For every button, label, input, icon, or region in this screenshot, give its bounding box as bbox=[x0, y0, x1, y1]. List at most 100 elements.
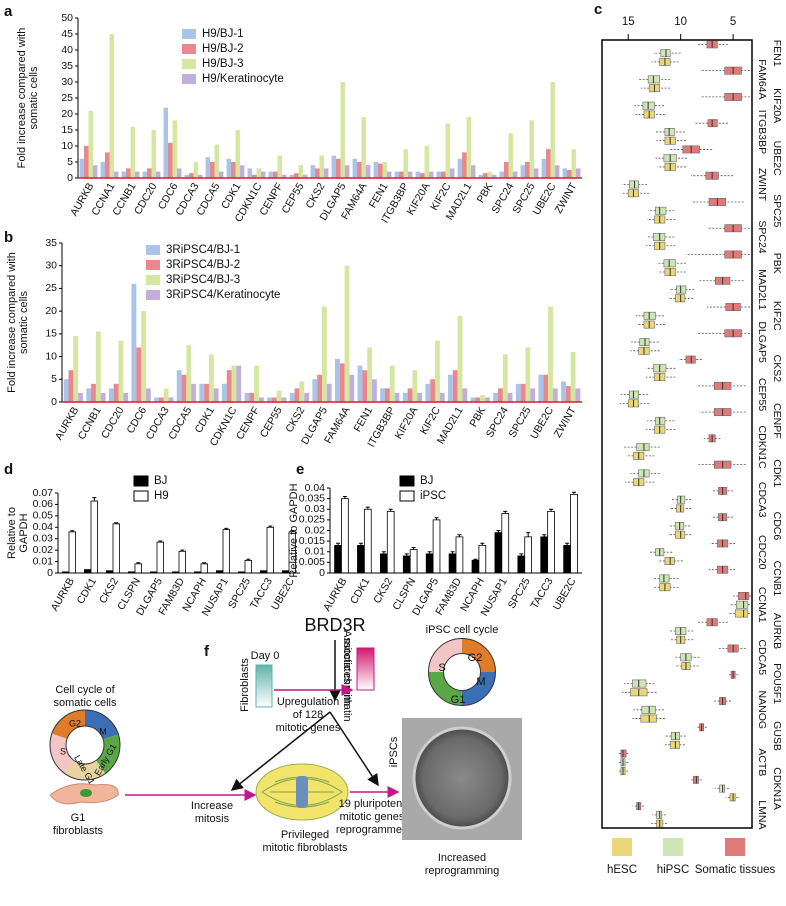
y-axis-label: Relative to GAPDH bbox=[288, 483, 300, 577]
bar bbox=[363, 508, 372, 574]
x-tick-label: ZWINT bbox=[552, 404, 579, 439]
bar bbox=[214, 144, 219, 178]
error-bar bbox=[246, 558, 251, 561]
box bbox=[719, 784, 726, 793]
bar bbox=[382, 162, 387, 178]
y-tick-label: 45 bbox=[61, 28, 73, 40]
bar bbox=[317, 374, 322, 402]
bar bbox=[455, 536, 464, 574]
bar bbox=[323, 168, 329, 178]
x-tick-label: 15 bbox=[622, 16, 635, 28]
bar bbox=[63, 379, 69, 402]
bar bbox=[412, 370, 418, 402]
error-bar bbox=[381, 551, 386, 554]
error-bar bbox=[519, 553, 524, 556]
error-bar bbox=[571, 491, 576, 495]
gene-label: SPC24 bbox=[756, 220, 768, 253]
bar bbox=[478, 174, 484, 178]
legend-swatch bbox=[399, 490, 415, 502]
bar bbox=[252, 174, 257, 178]
box bbox=[642, 101, 655, 110]
error-bar bbox=[503, 510, 508, 514]
bar bbox=[491, 174, 497, 178]
bar bbox=[281, 174, 287, 178]
gene-label: CCNA1 bbox=[756, 587, 768, 623]
box bbox=[660, 49, 671, 58]
y-tick-label: 0.02 bbox=[305, 524, 326, 536]
bar bbox=[176, 168, 182, 178]
error-bar bbox=[473, 558, 478, 561]
error-bar bbox=[427, 551, 432, 554]
bar bbox=[420, 173, 425, 178]
error-bar bbox=[496, 530, 501, 533]
error-bar bbox=[290, 530, 295, 532]
bar bbox=[394, 171, 400, 178]
bar bbox=[517, 555, 526, 574]
associates: mitotic chromatin bbox=[341, 638, 353, 721]
bar bbox=[79, 158, 85, 178]
bar bbox=[331, 155, 337, 178]
y-tick-label: 15 bbox=[61, 124, 73, 136]
error-bar bbox=[542, 534, 547, 537]
bar bbox=[95, 331, 101, 402]
somatic-cycle-title: somatic cells bbox=[54, 697, 117, 709]
bar bbox=[547, 510, 555, 574]
bar bbox=[68, 370, 74, 402]
bar bbox=[483, 173, 488, 178]
y-tick-label: 15 bbox=[45, 328, 57, 340]
bar bbox=[552, 388, 558, 402]
bar bbox=[256, 168, 261, 178]
legend-swatch bbox=[182, 29, 196, 39]
y-tick-label: 0.01 bbox=[305, 546, 326, 558]
bar bbox=[244, 560, 252, 574]
bar bbox=[425, 383, 431, 402]
bar bbox=[386, 510, 395, 574]
legend-swatch bbox=[146, 260, 160, 270]
legend-label: iPSC bbox=[420, 490, 446, 502]
bar bbox=[379, 553, 388, 574]
bar bbox=[226, 158, 232, 178]
gene-label: CDK1 bbox=[771, 459, 783, 487]
y-tick-label: 0.03 bbox=[305, 503, 326, 515]
ipsc-colony bbox=[412, 726, 512, 830]
y-axis-label: somatic cells bbox=[28, 66, 40, 129]
bar bbox=[247, 168, 253, 178]
bar bbox=[168, 142, 173, 178]
bar bbox=[222, 529, 230, 574]
bar bbox=[365, 165, 371, 178]
bar bbox=[470, 165, 476, 178]
bar bbox=[218, 171, 224, 178]
phase: G2 bbox=[69, 718, 81, 728]
phase: S bbox=[60, 746, 66, 756]
gene-label: AURKB bbox=[771, 613, 783, 649]
bar bbox=[134, 563, 142, 574]
error-bar bbox=[434, 517, 439, 520]
bar bbox=[485, 397, 490, 402]
y-tick-label: 0 bbox=[319, 567, 325, 579]
box bbox=[707, 119, 718, 128]
bar bbox=[267, 397, 272, 402]
bar bbox=[402, 555, 411, 574]
bar bbox=[168, 397, 174, 402]
bar bbox=[344, 165, 350, 178]
bar bbox=[210, 162, 215, 178]
bar bbox=[425, 553, 434, 574]
gene-label: CENPF bbox=[771, 403, 783, 439]
bar bbox=[389, 365, 395, 402]
bar bbox=[134, 171, 140, 178]
bar bbox=[244, 392, 250, 402]
legend-swatch bbox=[182, 59, 196, 69]
somatic-cycle bbox=[49, 709, 121, 781]
bar bbox=[226, 370, 232, 402]
gene-label: CDKN1C bbox=[756, 426, 768, 470]
nucleus bbox=[80, 789, 92, 797]
bar bbox=[357, 365, 363, 402]
bar bbox=[126, 168, 131, 178]
bar bbox=[176, 370, 182, 402]
error-bar bbox=[565, 542, 570, 546]
error-bar bbox=[92, 497, 97, 501]
y-tick-label: 0.03 bbox=[33, 532, 54, 544]
bar bbox=[236, 365, 242, 402]
increased: reprogramming bbox=[425, 865, 500, 877]
